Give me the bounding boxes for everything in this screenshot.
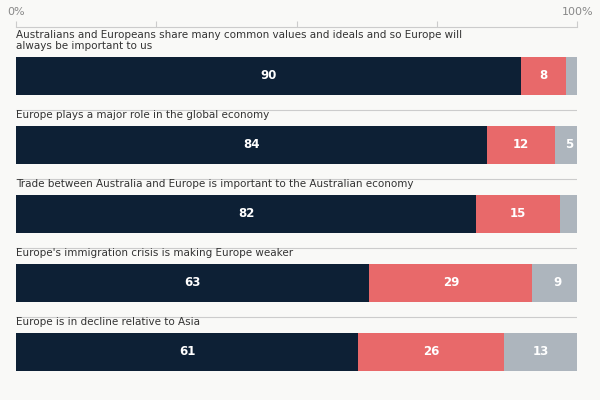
Text: 15: 15 [510, 207, 526, 220]
Bar [16, 264, 370, 302]
Text: 9: 9 [553, 276, 562, 289]
Text: 61: 61 [179, 345, 195, 358]
Text: 5: 5 [565, 138, 573, 151]
Bar [504, 333, 577, 371]
Text: 29: 29 [443, 276, 459, 289]
Bar [370, 264, 532, 302]
Text: 84: 84 [244, 138, 260, 151]
Text: 12: 12 [513, 138, 529, 151]
Text: 82: 82 [238, 207, 254, 220]
Text: Australians and Europeans share many common values and ideals and so Europe will: Australians and Europeans share many com… [16, 30, 462, 51]
Text: Europe plays a major role in the global economy: Europe plays a major role in the global … [16, 110, 269, 120]
Bar [358, 333, 504, 371]
Bar [16, 195, 476, 233]
Text: Trade between Australia and Europe is important to the Australian economy: Trade between Australia and Europe is im… [16, 179, 413, 189]
Bar [487, 126, 555, 164]
Text: 8: 8 [539, 69, 548, 82]
Text: 63: 63 [184, 276, 201, 289]
Bar [16, 333, 358, 371]
Bar [532, 264, 583, 302]
Bar [566, 57, 577, 95]
Text: 90: 90 [260, 69, 277, 82]
Bar [476, 195, 560, 233]
Bar [16, 126, 487, 164]
Text: 13: 13 [533, 345, 549, 358]
Bar [521, 57, 566, 95]
Bar [560, 195, 577, 233]
Text: Europe is in decline relative to Asia: Europe is in decline relative to Asia [16, 317, 200, 327]
Text: Europe's immigration crisis is making Europe weaker: Europe's immigration crisis is making Eu… [16, 248, 293, 258]
Bar [555, 126, 583, 164]
Bar [16, 57, 521, 95]
Text: 26: 26 [423, 345, 439, 358]
